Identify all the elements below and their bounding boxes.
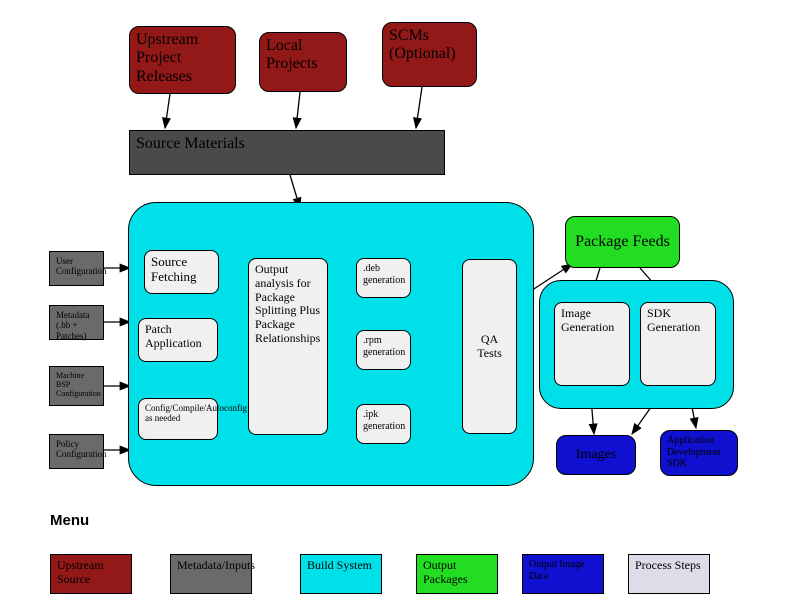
node-package_feeds: Package Feeds [565, 216, 680, 268]
node-local_projects: Local Projects [259, 32, 347, 92]
node-source_fetching: Source Fetching [144, 250, 219, 294]
edge-local_projects-source_materials [296, 92, 300, 128]
node-upstream_releases: Upstream Project Releases [129, 26, 236, 94]
node-scms: SCMs (Optional) [382, 22, 477, 87]
node-source_materials: Source Materials [129, 130, 445, 175]
node-app_sdk: Application Development SDK [660, 430, 738, 476]
leg-metadata: Metadata/Inputs [170, 554, 252, 594]
node-metadata_bb: Metadata (.bb + Patches) [49, 305, 104, 340]
leg-process: Process Steps [628, 554, 710, 594]
node-sdk_gen: SDK Generation [640, 302, 716, 386]
menu-heading: Menu [50, 512, 89, 529]
leg-output-pkg: Output Packages [416, 554, 498, 594]
node-patch_app: Patch Application [138, 318, 218, 362]
leg-build: Build System [300, 554, 382, 594]
node-policy_config: Policy Configuration [49, 434, 104, 469]
node-rpm_gen: .rpm generation [356, 330, 411, 370]
node-config_compile: Config/Compile/Autoconfig as needed [138, 398, 218, 440]
node-qa_tests: QA Tests [462, 259, 517, 434]
node-machine_bsp: Machine BSP Configuration [49, 366, 104, 406]
leg-upstream: Upstream Source [50, 554, 132, 594]
edge-scms-source_materials [416, 87, 422, 128]
leg-output-img: Output Image Data [522, 554, 604, 594]
node-output_analysis: Output analysis for Package Splitting Pl… [248, 258, 328, 435]
node-image_gen: Image Generation [554, 302, 630, 386]
node-deb_gen: .deb generation [356, 258, 411, 298]
node-images: Images [556, 435, 636, 475]
edge-upstream_releases-source_materials [165, 94, 170, 128]
node-ipk_gen: .ipk generation [356, 404, 411, 444]
node-user_config: User Configuration [49, 251, 104, 286]
